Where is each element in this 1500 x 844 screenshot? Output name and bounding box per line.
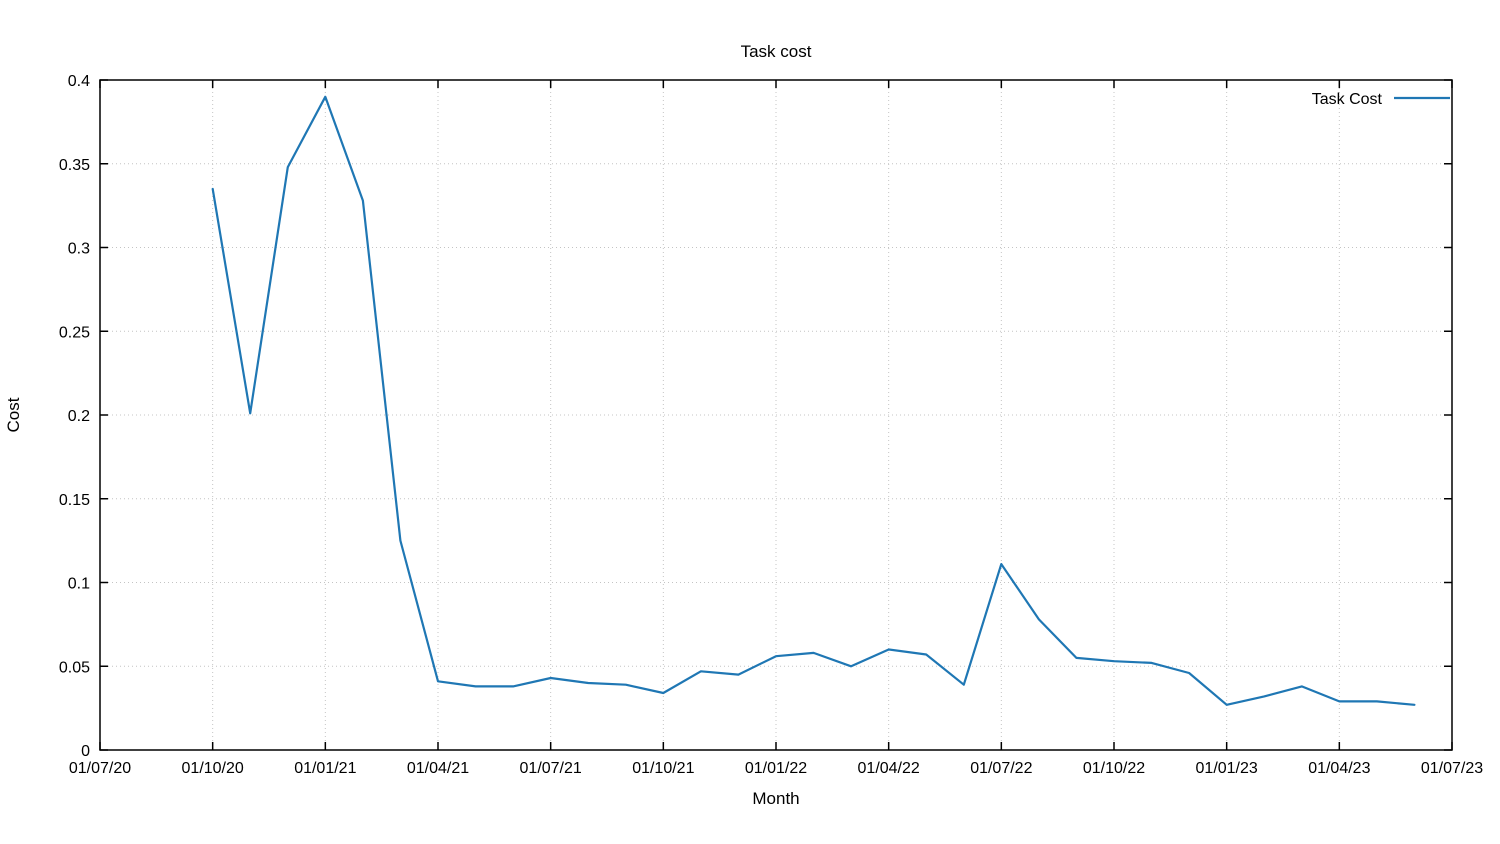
x-tick-label: 01/07/22 [970,760,1032,777]
x-tick-label: 01/10/20 [182,760,244,777]
x-tick-label: 01/07/21 [520,760,582,777]
y-tick-label: 0.15 [59,492,90,509]
x-tick-label: 01/01/21 [294,760,356,777]
y-tick-label: 0.35 [59,157,90,174]
y-tick-label: 0.05 [59,659,90,676]
y-tick-label: 0.3 [68,241,90,258]
legend-label: Task Cost [1312,91,1383,108]
x-tick-label: 01/07/23 [1421,760,1483,777]
series-line [211,95,1416,706]
chart-title: Task cost [740,42,812,61]
x-tick-label: 01/04/22 [858,760,920,777]
y-tick-label: 0.25 [59,324,90,341]
x-tick-label: 01/01/23 [1196,760,1258,777]
x-tick-label: 01/10/22 [1083,760,1145,777]
y-tick-label: 0 [81,743,90,760]
x-tick-label: 01/04/23 [1308,760,1370,777]
x-tick-label: 01/10/21 [632,760,694,777]
x-axis-label: Month [752,789,800,808]
x-tick-label: 01/01/22 [745,760,807,777]
x-tick-label: 01/07/20 [69,760,131,777]
y-tick-label: 0.2 [68,408,90,425]
x-tick-label: 01/04/21 [407,760,469,777]
y-tick-label: 0.1 [68,576,90,593]
y-tick-label: 0.4 [68,73,90,90]
